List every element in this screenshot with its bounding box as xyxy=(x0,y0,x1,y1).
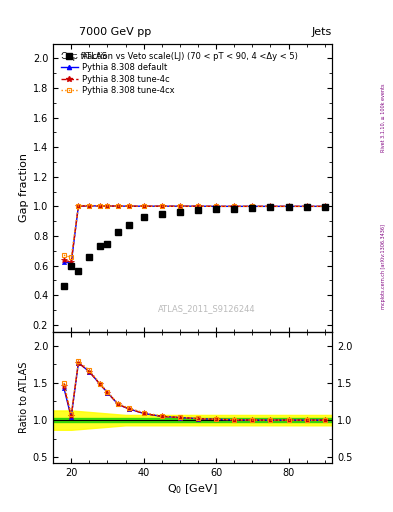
X-axis label: Q$_0$ [GeV]: Q$_0$ [GeV] xyxy=(167,482,218,496)
Text: 7000 GeV pp: 7000 GeV pp xyxy=(79,27,151,37)
Text: Gap fraction vs Veto scale(LJ) (70 < pT < 90, 4 <Δy < 5): Gap fraction vs Veto scale(LJ) (70 < pT … xyxy=(61,52,298,61)
Legend: ATLAS, Pythia 8.308 default, Pythia 8.308 tune-4c, Pythia 8.308 tune-4cx: ATLAS, Pythia 8.308 default, Pythia 8.30… xyxy=(59,49,177,98)
Text: mcplots.cern.ch [arXiv:1306.3436]: mcplots.cern.ch [arXiv:1306.3436] xyxy=(381,224,386,309)
Text: Jets: Jets xyxy=(312,27,332,37)
Text: Rivet 3.1.10, ≥ 100k events: Rivet 3.1.10, ≥ 100k events xyxy=(381,83,386,152)
Y-axis label: Gap fraction: Gap fraction xyxy=(18,153,29,222)
Y-axis label: Ratio to ATLAS: Ratio to ATLAS xyxy=(18,362,29,434)
Text: ATLAS_2011_S9126244: ATLAS_2011_S9126244 xyxy=(158,305,255,313)
